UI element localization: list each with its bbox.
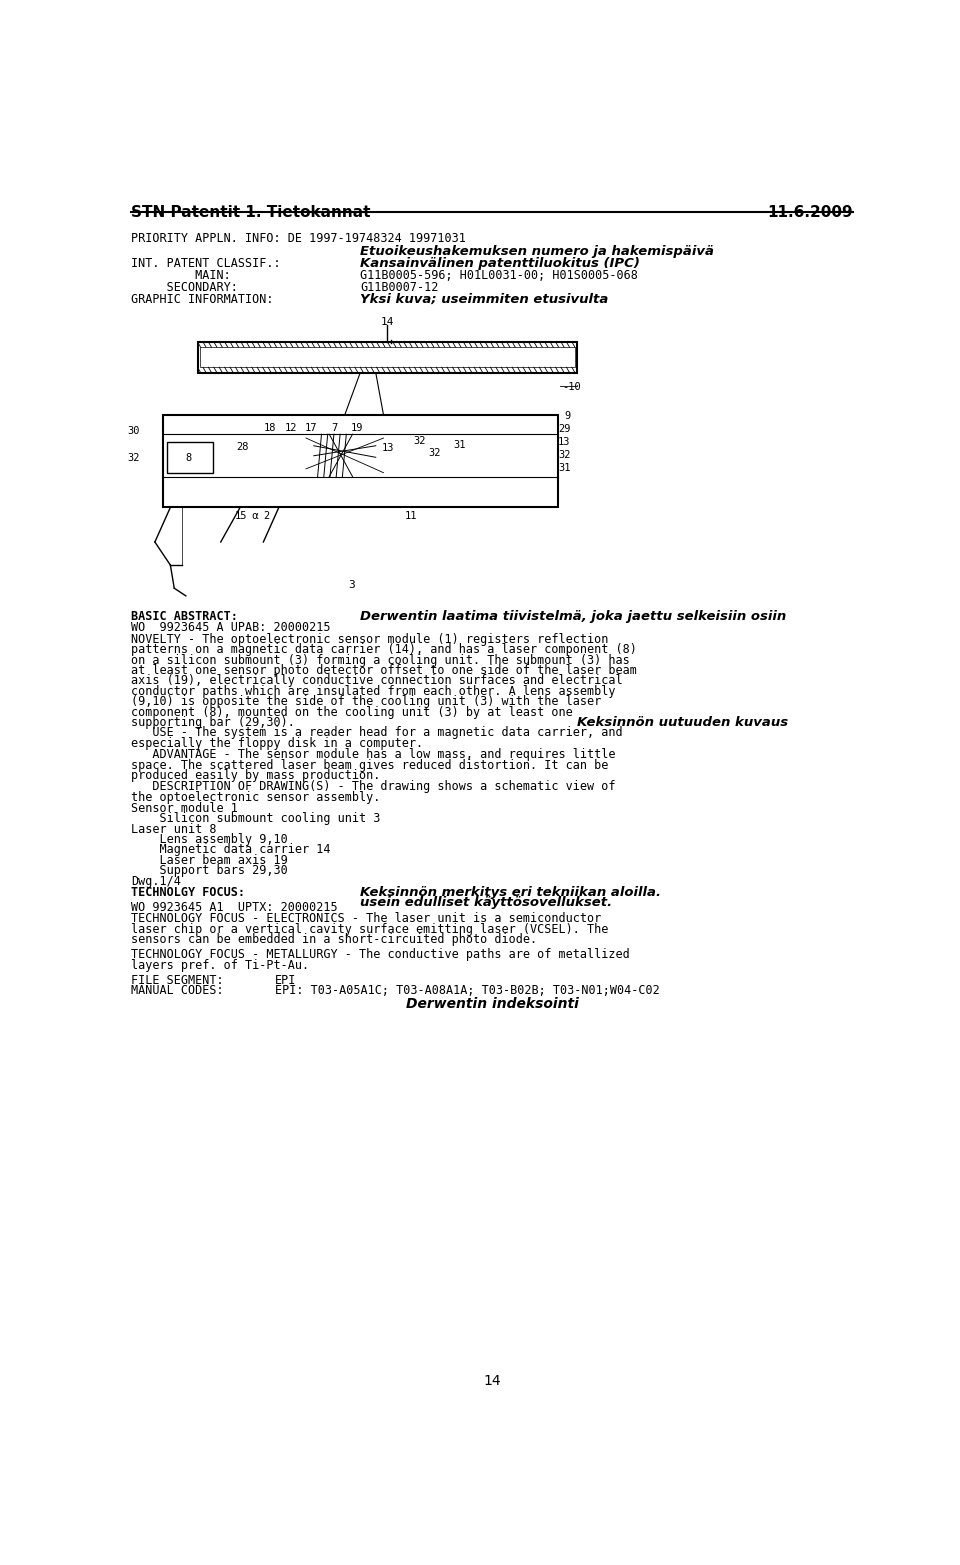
Text: TECHNOLGY FOCUS:: TECHNOLGY FOCUS: (131, 886, 245, 898)
Text: space. The scattered laser beam gives reduced distortion. It can be: space. The scattered laser beam gives re… (131, 759, 609, 772)
Text: EPI: T03-A05A1C; T03-A08A1A; T03-B02B; T03-N01;W04-C02: EPI: T03-A05A1C; T03-A08A1A; T03-B02B; T… (275, 984, 660, 997)
Text: 13: 13 (382, 443, 395, 454)
Text: (9,10) is opposite the side of the cooling unit (3) with the laser: (9,10) is opposite the side of the cooli… (131, 695, 601, 709)
Text: 14: 14 (483, 1374, 501, 1388)
Text: Laser unit 8: Laser unit 8 (131, 823, 216, 836)
Text: 30: 30 (128, 427, 140, 437)
Text: STN Patentit 1. Tietokannat: STN Patentit 1. Tietokannat (131, 205, 371, 219)
Text: especially the floppy disk in a computer.: especially the floppy disk in a computer… (131, 737, 423, 750)
Text: TECHNOLOGY FOCUS - METALLURGY - The conductive paths are of metallized: TECHNOLOGY FOCUS - METALLURGY - The cond… (131, 948, 630, 961)
Text: 32: 32 (428, 448, 441, 459)
Text: Kansainvälinen patenttiluokitus (IPC): Kansainvälinen patenttiluokitus (IPC) (360, 257, 640, 271)
Text: usein edulliset käyttösovellukset.: usein edulliset käyttösovellukset. (360, 897, 612, 909)
Text: GRAPHIC INFORMATION:: GRAPHIC INFORMATION: (131, 293, 274, 305)
Text: 19: 19 (351, 423, 364, 432)
Text: MAIN:: MAIN: (131, 269, 230, 282)
Text: DESCRIPTION OF DRAWING(S) - The drawing shows a schematic view of: DESCRIPTION OF DRAWING(S) - The drawing … (131, 781, 615, 793)
Text: layers pref. of Ti-Pt-Au.: layers pref. of Ti-Pt-Au. (131, 959, 309, 972)
Text: 11.6.2009: 11.6.2009 (768, 205, 853, 219)
Text: EPI: EPI (275, 973, 297, 986)
Text: SECONDARY:: SECONDARY: (131, 282, 238, 294)
Text: laser chip or a vertical cavity surface emitting laser (VCSEL). The: laser chip or a vertical cavity surface … (131, 923, 609, 936)
Text: 7: 7 (331, 423, 337, 432)
Text: 31: 31 (453, 440, 466, 451)
Text: 11: 11 (405, 512, 418, 521)
Text: WO 9923645 A1  UPTX: 20000215: WO 9923645 A1 UPTX: 20000215 (131, 901, 338, 914)
Text: G11B0007-12: G11B0007-12 (360, 282, 439, 294)
Text: FILE SEGMENT:: FILE SEGMENT: (131, 973, 224, 986)
Text: conductor paths which are insulated from each other. A lens assembly: conductor paths which are insulated from… (131, 685, 615, 698)
Bar (166, 441, 213, 473)
Text: the optoelectronic sensor assembly.: the optoelectronic sensor assembly. (131, 790, 380, 804)
Text: 32: 32 (413, 435, 425, 446)
Text: Sensor module 1: Sensor module 1 (131, 801, 238, 815)
Text: 32: 32 (128, 454, 140, 463)
Text: 8: 8 (186, 454, 192, 463)
Text: α: α (252, 512, 258, 521)
Text: 29: 29 (558, 424, 570, 434)
Bar (200, 347, 575, 368)
Text: 18: 18 (263, 423, 276, 432)
Text: Magnetic data carrier 14: Magnetic data carrier 14 (131, 844, 330, 856)
Text: 17: 17 (304, 423, 317, 432)
Text: Derwentin laatima tiivistelmä, joka jaettu selkeisiin osiin: Derwentin laatima tiivistelmä, joka jaet… (360, 610, 786, 623)
Text: WO  9923645 A UPAB: 20000215: WO 9923645 A UPAB: 20000215 (131, 621, 330, 634)
Text: 13: 13 (558, 437, 570, 446)
Text: ADVANTAGE - The sensor module has a low mass, and requires little: ADVANTAGE - The sensor module has a low … (131, 748, 615, 761)
Text: INT. PATENT CLASSIF.:: INT. PATENT CLASSIF.: (131, 257, 280, 271)
Text: Silicon submount cooling unit 3: Silicon submount cooling unit 3 (131, 812, 380, 825)
Text: Yksi kuva; useimmiten etusivulta: Yksi kuva; useimmiten etusivulta (360, 293, 609, 305)
Text: 14: 14 (381, 318, 395, 327)
Text: 15: 15 (234, 512, 248, 521)
Text: TECHNOLOGY FOCUS - ELECTRONICS - The laser unit is a semiconductor: TECHNOLOGY FOCUS - ELECTRONICS - The las… (131, 912, 601, 925)
Text: PRIORITY APPLN. INFO: DE 1997-19748324 19971031: PRIORITY APPLN. INFO: DE 1997-19748324 1… (131, 233, 466, 246)
Text: produced easily by mass production.: produced easily by mass production. (131, 768, 380, 782)
Text: axis (19), electrically conductive connection surfaces and electrical: axis (19), electrically conductive conne… (131, 675, 622, 687)
Text: Keksinnön merkitys eri tekniikan aloilla.: Keksinnön merkitys eri tekniikan aloilla… (360, 886, 661, 898)
Text: 32: 32 (558, 449, 570, 460)
Text: USE - The system is a reader head for a magnetic data carrier, and: USE - The system is a reader head for a … (131, 726, 622, 739)
Text: sensors can be embedded in a short-circuited photo diode.: sensors can be embedded in a short-circu… (131, 933, 537, 947)
Text: at least one sensor photo detector offset to one side of the laser beam: at least one sensor photo detector offse… (131, 664, 636, 678)
Text: NOVELTY - The optoelectronic sensor module (1) registers reflection: NOVELTY - The optoelectronic sensor modu… (131, 632, 609, 646)
Text: G11B0005-596; H01L0031-00; H01S0005-068: G11B0005-596; H01L0031-00; H01S0005-068 (360, 269, 638, 282)
Text: Dwg.1/4: Dwg.1/4 (131, 875, 180, 887)
Text: Laser beam axis 19: Laser beam axis 19 (131, 854, 288, 867)
Text: 9: 9 (564, 412, 570, 421)
Text: patterns on a magnetic data carrier (14), and has a laser component (8): patterns on a magnetic data carrier (14)… (131, 643, 636, 656)
Text: 2: 2 (263, 512, 270, 521)
Text: component (8), mounted on the cooling unit (3) by at least one: component (8), mounted on the cooling un… (131, 706, 572, 718)
Bar (162, 415, 558, 507)
Text: 28: 28 (236, 441, 249, 452)
Text: Lens assembly 9,10: Lens assembly 9,10 (131, 833, 288, 847)
Text: Etuoikeushakemuksen numero ja hakemispäivä: Etuoikeushakemuksen numero ja hakemispäi… (360, 244, 714, 258)
Text: BASIC ABSTRACT:: BASIC ABSTRACT: (131, 610, 238, 623)
Text: 3: 3 (348, 581, 355, 590)
Text: Derwentin indeksointi: Derwentin indeksointi (405, 997, 579, 1011)
Text: supporting bar (29,30).: supporting bar (29,30). (131, 717, 295, 729)
Text: 12: 12 (285, 423, 298, 432)
Text: 31: 31 (558, 463, 570, 473)
Text: MANUAL CODES:: MANUAL CODES: (131, 984, 224, 997)
Text: on a silicon submount (3) forming a cooling unit. The submount (3) has: on a silicon submount (3) forming a cool… (131, 654, 630, 667)
Text: -10: -10 (562, 382, 581, 391)
Text: Keksinnön uutuuden kuvaus: Keksinnön uutuuden kuvaus (577, 715, 788, 729)
Bar (198, 341, 577, 372)
Text: Support bars 29,30: Support bars 29,30 (131, 864, 288, 878)
